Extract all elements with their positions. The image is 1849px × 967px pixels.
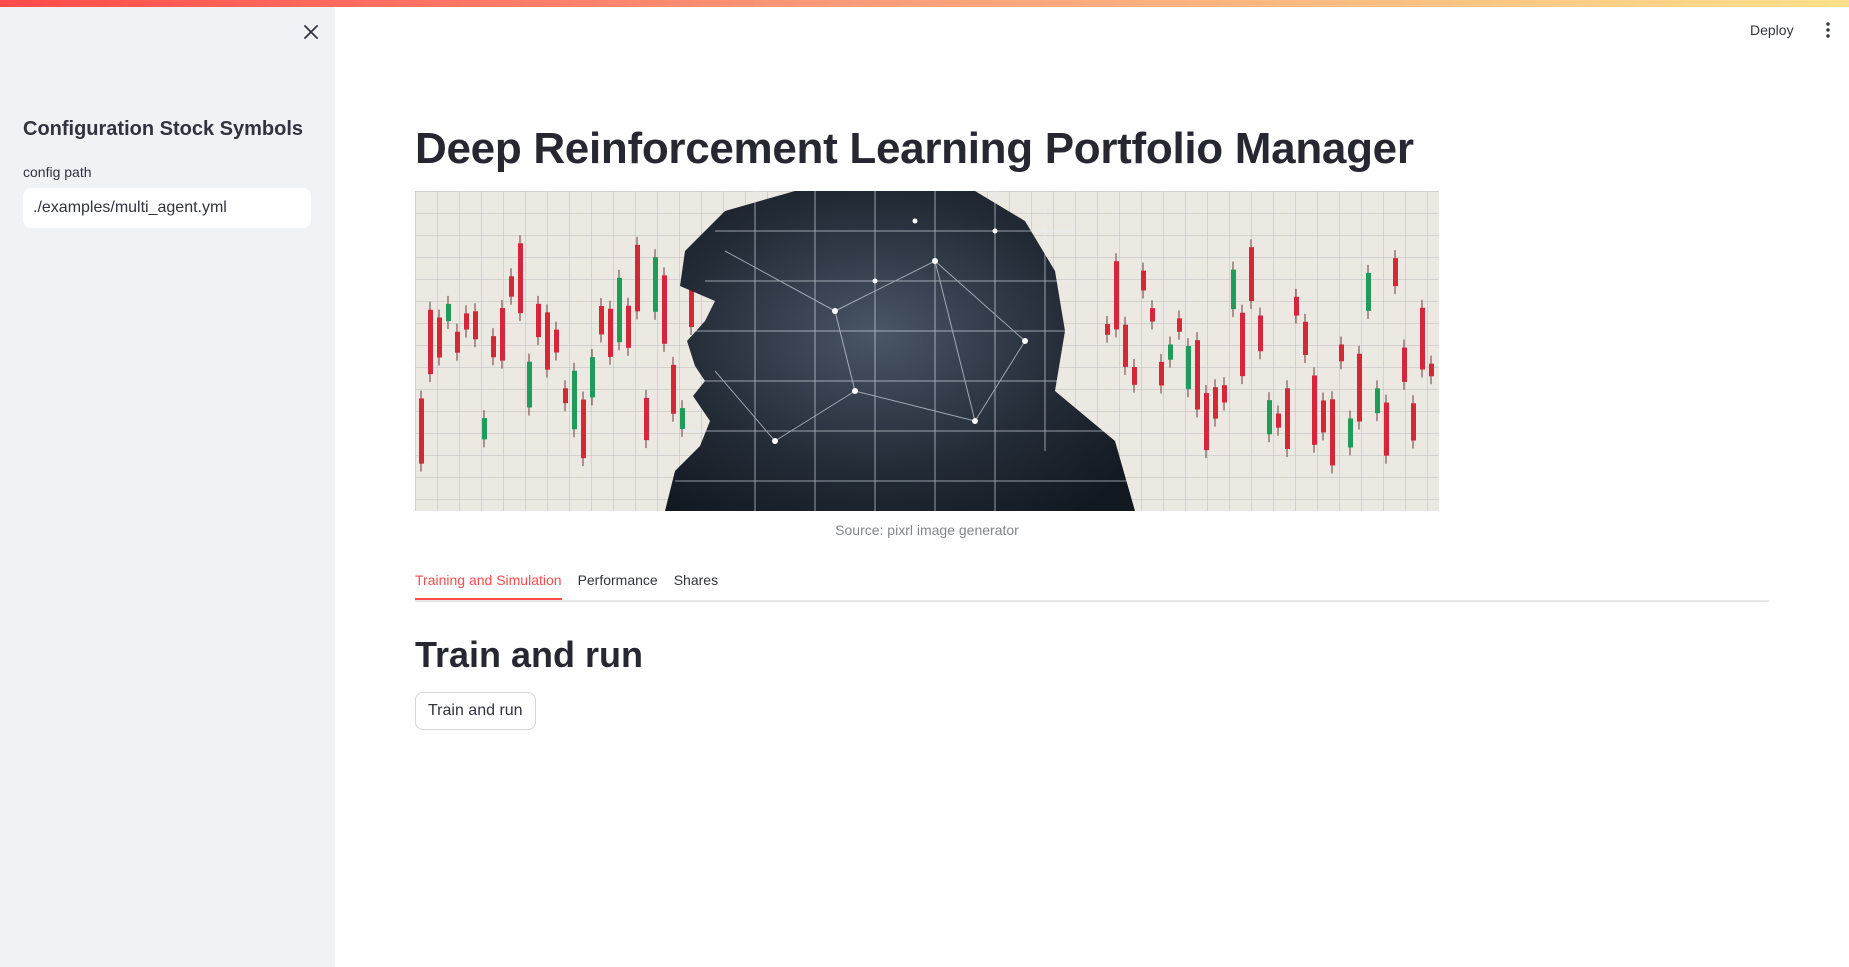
candle-body — [1141, 270, 1146, 291]
candle-body — [1195, 340, 1200, 410]
top-decoration-bar — [0, 0, 1849, 7]
candle-body — [482, 418, 487, 440]
candle-body — [1105, 324, 1110, 335]
candle-body — [680, 408, 685, 429]
ai-trading-illustration — [415, 191, 1439, 511]
candle-body — [1240, 312, 1245, 377]
kebab-menu-icon — [1826, 22, 1830, 38]
candle-body — [527, 361, 532, 408]
candle-body — [1213, 387, 1218, 419]
sidebar: Configuration Stock Symbols config path — [0, 0, 335, 967]
tab-bar: Training and Simulation Performance Shar… — [415, 566, 1769, 602]
tab-shares[interactable]: Shares — [673, 572, 719, 588]
candle-body — [1339, 344, 1344, 362]
candle-body — [635, 244, 640, 312]
hero-image — [415, 191, 1439, 511]
candle-body — [419, 398, 424, 464]
candle-body — [1177, 318, 1182, 332]
candle-body — [626, 305, 631, 348]
candle-body — [428, 309, 433, 375]
config-path-input[interactable] — [23, 188, 311, 228]
candle-body — [689, 257, 694, 327]
sidebar-close-button[interactable] — [299, 20, 323, 44]
candle-body — [1312, 375, 1317, 445]
candle-body — [1276, 413, 1281, 428]
candle-body — [536, 303, 541, 338]
candle-body — [554, 329, 559, 353]
candle-body — [1222, 385, 1227, 403]
candle-body — [473, 311, 478, 340]
candle-body — [1186, 346, 1191, 390]
candle-body — [1411, 403, 1416, 441]
candle-body — [545, 312, 550, 370]
config-path-label: config path — [23, 164, 92, 180]
tab-training-and-simulation[interactable]: Training and Simulation — [415, 566, 562, 600]
candle-body — [671, 364, 676, 414]
candle-body — [437, 317, 442, 358]
candle-body — [644, 397, 649, 441]
sidebar-heading: Configuration Stock Symbols — [23, 118, 304, 140]
candle-body — [1366, 272, 1371, 311]
candle-body — [1330, 399, 1335, 466]
candle-body — [1114, 261, 1119, 330]
candle-body — [1294, 296, 1299, 316]
candle-body — [1402, 347, 1407, 382]
page-title: Deep Reinforcement Learning Portfolio Ma… — [415, 124, 1414, 173]
candle-body — [446, 303, 451, 322]
candle-body — [581, 399, 586, 459]
candle-body — [617, 277, 622, 343]
candle-body — [608, 308, 613, 357]
candle-body — [464, 313, 469, 330]
candle-body — [1168, 344, 1173, 360]
candle-body — [572, 370, 577, 430]
candle-body — [1321, 400, 1326, 433]
candle-body — [1303, 321, 1308, 356]
candle-body — [1249, 247, 1254, 302]
candle-body — [1267, 400, 1272, 435]
close-icon — [304, 25, 318, 39]
candle-body — [662, 275, 667, 344]
candle-body — [518, 243, 523, 314]
candle-body — [1393, 258, 1398, 287]
candle-body — [491, 336, 496, 358]
candle-body — [1375, 388, 1380, 414]
candle-body — [653, 257, 658, 312]
deploy-button[interactable]: Deploy — [1750, 22, 1794, 38]
section-title: Train and run — [415, 634, 644, 675]
candle-body — [1384, 402, 1389, 456]
candle-body — [599, 306, 604, 335]
candle-body — [509, 276, 514, 297]
candle-body — [1429, 363, 1434, 377]
candle-body — [1132, 367, 1137, 385]
candle-body — [1231, 269, 1236, 310]
candle-body — [590, 357, 595, 398]
candle-body — [1348, 418, 1353, 448]
hero-image-caption: Source: pixrl image generator — [835, 522, 1019, 538]
train-and-run-button[interactable]: Train and run — [415, 692, 536, 730]
candle-body — [455, 331, 460, 353]
candle-body — [1357, 353, 1362, 422]
candle-body — [1204, 393, 1209, 451]
candle-body — [1150, 308, 1155, 322]
candle-body — [563, 388, 568, 404]
candle-body — [1159, 361, 1164, 386]
main-menu-button[interactable] — [1818, 18, 1838, 42]
candle-body — [1420, 307, 1425, 370]
candle-body — [1285, 388, 1290, 449]
candle-body — [1123, 324, 1128, 367]
candle-body — [500, 308, 505, 361]
tab-performance[interactable]: Performance — [577, 572, 658, 588]
candle-body — [1258, 315, 1263, 352]
